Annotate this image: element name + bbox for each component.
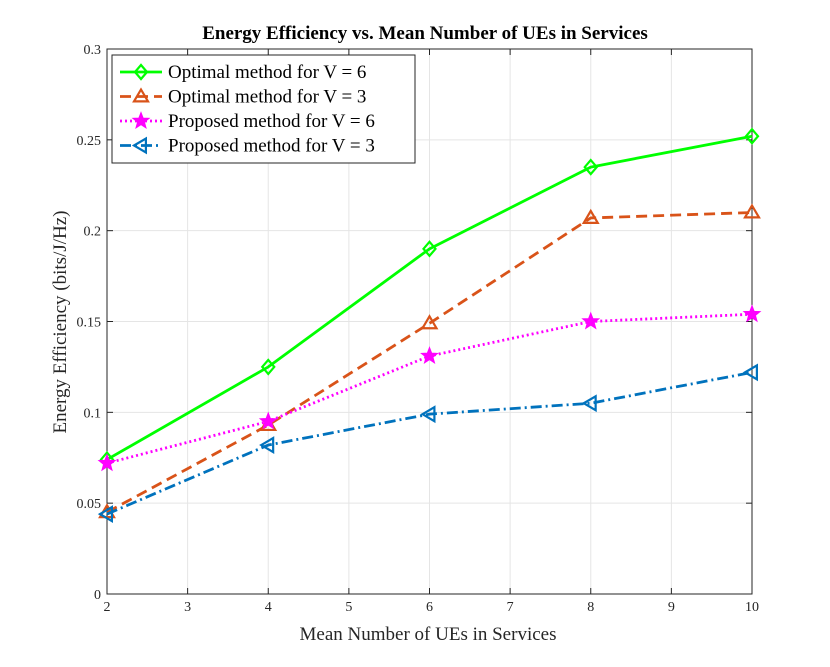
data-point — [420, 346, 439, 365]
legend-marker — [133, 63, 149, 81]
axis-ticks: 2 3 4 5 6 7 8 9 10 0 0.05 0.1 0.15 0.2 0.25 0.3 — [77, 43, 760, 615]
data-point — [260, 358, 276, 376]
x-tick-label: 6 — [426, 600, 433, 615]
x-axis-label: Mean Number of UEs in Services — [300, 624, 557, 645]
legend-entry: Proposed method for V = 3 — [120, 136, 375, 157]
series-line — [106, 370, 753, 516]
data-point — [583, 158, 599, 176]
legend-marker — [132, 87, 150, 103]
data-point — [422, 240, 437, 258]
grid — [107, 49, 752, 594]
y-tick-label: 0.25 — [77, 134, 102, 149]
series-line — [106, 211, 753, 514]
series-3 — [97, 304, 762, 472]
data-point — [581, 311, 601, 330]
legend: Optimal method for V = 6 Optimal method f… — [111, 54, 416, 164]
data-point — [743, 203, 761, 219]
data-point — [744, 127, 760, 145]
data-point — [420, 314, 439, 330]
legend-marker — [131, 136, 147, 155]
x-tick-label: 4 — [265, 600, 272, 615]
y-axis-label: Energy Efficiency (bits/J/Hz) — [50, 210, 71, 433]
data-point — [258, 411, 278, 430]
data-point — [420, 405, 436, 424]
x-tick-label: 9 — [668, 600, 675, 615]
x-tick-label: 10 — [745, 600, 759, 615]
legend-entry: Proposed method for V = 6 — [120, 111, 375, 132]
y-tick-label: 0.1 — [84, 406, 102, 421]
legend-label: Optimal method for V = 3 — [168, 87, 366, 108]
x-tick-label: 8 — [587, 600, 594, 615]
x-tick-label: 2 — [104, 600, 111, 615]
data-point — [97, 505, 114, 523]
legend-entry: Optimal method for V = 6 — [120, 62, 366, 83]
data-point — [742, 304, 762, 323]
chart-title: Energy Efficiency vs. Mean Number of UEs… — [202, 23, 648, 44]
series-4 — [97, 363, 759, 523]
data-point — [581, 208, 600, 224]
legend-box — [111, 54, 416, 164]
data-point — [581, 394, 597, 413]
legend-marker — [131, 111, 151, 130]
legend-label: Proposed method for V = 3 — [168, 136, 375, 157]
legend-label: Optimal method for V = 6 — [168, 62, 366, 83]
data-point — [97, 453, 117, 472]
x-tick-label: 5 — [345, 600, 352, 615]
data-point — [259, 436, 275, 454]
x-tick-label: 3 — [184, 600, 191, 615]
y-tick-label: 0.3 — [84, 43, 102, 58]
series-1 — [99, 127, 760, 469]
y-tick-label: 0.15 — [77, 316, 102, 331]
legend-label: Proposed method for V = 6 — [168, 111, 375, 132]
y-tick-label: 0.2 — [84, 225, 102, 240]
y-tick-label: 0 — [94, 588, 101, 603]
data-point — [742, 363, 759, 382]
x-tick-label: 7 — [507, 600, 514, 615]
series-layer — [97, 127, 762, 523]
y-tick-label: 0.05 — [77, 497, 102, 512]
legend-entry: Optimal method for V = 3 — [120, 87, 366, 108]
series-line — [106, 134, 753, 461]
